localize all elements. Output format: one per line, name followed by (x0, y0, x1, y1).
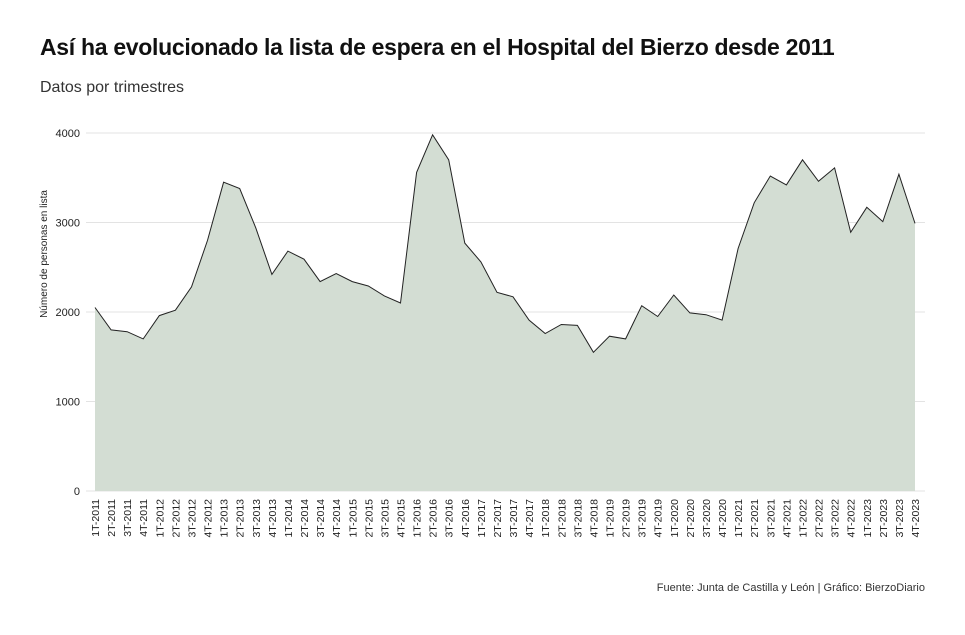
x-tick-label: 2T-2011 (106, 499, 118, 537)
x-tick-label: 1T-2021 (733, 499, 745, 538)
x-tick-label: 3T-2016 (444, 499, 456, 538)
x-tick-label: 1T-2011 (90, 499, 102, 537)
x-tick-label: 4T-2013 (267, 499, 279, 538)
x-tick-label: 2T-2012 (170, 499, 182, 538)
x-tick-label: 2T-2019 (621, 499, 633, 538)
y-tick-label: 0 (74, 486, 80, 498)
x-tick-label: 1T-2013 (219, 499, 231, 538)
waitlist-line (94, 133, 916, 354)
x-tick-label: 3T-2012 (187, 499, 199, 538)
x-tick-label: 1T-2012 (154, 499, 166, 538)
x-tick-label: 4T-2018 (588, 499, 600, 538)
x-tick-label: 3T-2014 (315, 499, 327, 538)
x-tick-label: 4T-2015 (396, 499, 408, 538)
x-tick-label: 1T-2014 (283, 499, 295, 538)
x-tick-label: 2T-2014 (299, 499, 311, 538)
y-tick-label: 2000 (56, 307, 80, 319)
y-tick-label: 4000 (56, 128, 80, 140)
y-tick-label: 1000 (56, 397, 80, 409)
x-tick-label: 2T-2018 (556, 499, 568, 538)
x-tick-label: 3T-2013 (251, 499, 263, 538)
x-tick-label: 2T-2022 (814, 499, 826, 538)
x-tick-label: 1T-2023 (862, 499, 874, 538)
x-tick-label: 3T-2020 (701, 499, 713, 538)
y-axis-ticks: 0 1000 2000 3000 4000 (56, 128, 80, 498)
x-tick-label: 1T-2016 (412, 499, 424, 538)
x-tick-label: 4T-2014 (331, 499, 343, 538)
x-tick-label: 2T-2015 (363, 499, 375, 538)
x-tick-label: 3T-2021 (765, 499, 777, 538)
x-axis-ticks: 1T-2011 2T-2011 3T-2011 4T-2011 1T-2012 2T-20… (90, 499, 922, 538)
waitlist-area (95, 134, 915, 492)
x-tick-label: 3T-2022 (830, 499, 842, 538)
x-tick-label: 2T-2016 (428, 499, 440, 538)
x-tick-label: 3T-2023 (894, 499, 906, 538)
x-tick-label: 1T-2022 (798, 499, 810, 538)
x-tick-label: 1T-2015 (347, 499, 359, 538)
x-tick-label: 3T-2019 (637, 499, 649, 538)
x-tick-label: 2T-2017 (492, 499, 504, 538)
x-tick-label: 1T-2017 (476, 499, 488, 538)
x-tick-label: 2T-2021 (749, 499, 761, 538)
x-tick-label: 4T-2020 (717, 499, 729, 538)
x-tick-label: 4T-2022 (846, 499, 858, 538)
source-caption: Fuente: Junta de Castilla y León | Gráfi… (656, 582, 925, 594)
y-axis-label: Número de personas en lista (39, 190, 50, 318)
x-tick-label: 4T-2011 (138, 499, 150, 537)
x-tick-label: 3T-2017 (508, 499, 520, 538)
x-tick-label: 4T-2021 (781, 499, 793, 538)
x-tick-label: 4T-2023 (910, 499, 922, 538)
x-tick-label: 4T-2012 (203, 499, 215, 538)
x-tick-label: 1T-2020 (669, 499, 681, 538)
x-tick-label: 2T-2013 (235, 499, 247, 538)
x-tick-label: 3T-2015 (379, 499, 391, 538)
x-tick-label: 3T-2011 (122, 499, 134, 537)
x-tick-label: 1T-2019 (605, 499, 617, 538)
chart-subtitle: Datos por trimestres (40, 79, 185, 96)
chart-title: Así ha evolucionado la lista de espera e… (40, 34, 835, 60)
x-tick-label: 4T-2019 (653, 499, 665, 538)
x-tick-label: 1T-2018 (540, 499, 552, 538)
x-tick-label: 2T-2023 (878, 499, 890, 538)
x-tick-label: 3T-2018 (572, 499, 584, 538)
x-tick-label: 4T-2016 (460, 499, 472, 538)
x-tick-label: 2T-2020 (685, 499, 697, 538)
y-tick-label: 3000 (56, 218, 80, 230)
x-tick-label: 4T-2017 (524, 499, 536, 538)
